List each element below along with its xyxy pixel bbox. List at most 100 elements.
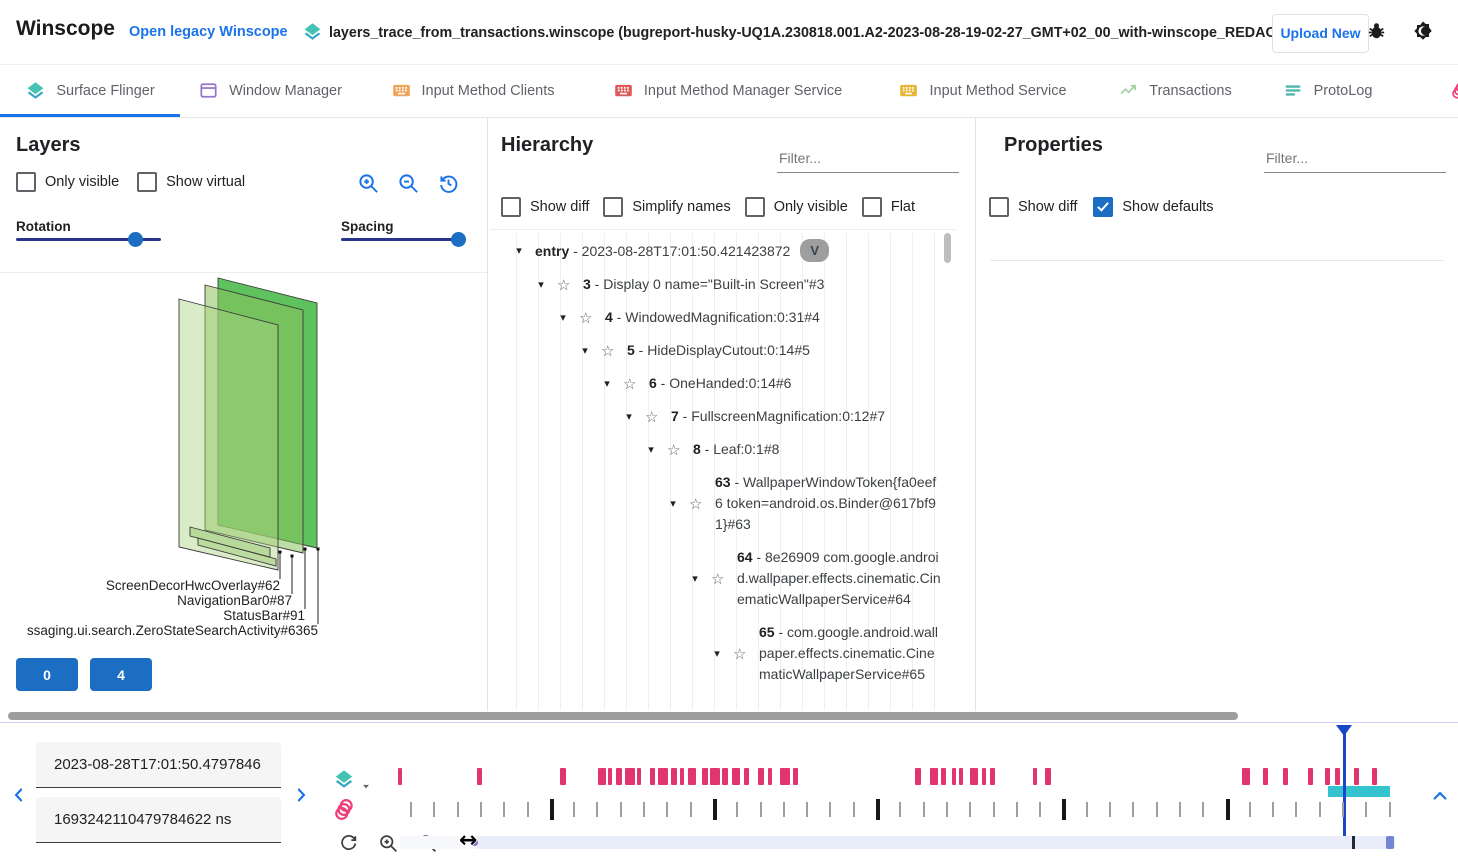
transition-event-mark[interactable]: [1335, 768, 1340, 785]
expand-caret-icon[interactable]: ▾: [538, 278, 544, 291]
history-icon[interactable]: [437, 172, 460, 195]
transaction-event-tick[interactable]: [1365, 802, 1368, 817]
checkbox-simplify-names[interactable]: Simplify names: [603, 197, 731, 217]
tab-input-method-clients[interactable]: Input Method Clients: [360, 64, 585, 117]
transaction-event-tick[interactable]: [759, 802, 762, 817]
transition-event-mark[interactable]: [702, 768, 708, 785]
transaction-event-tick[interactable]: [619, 802, 622, 817]
zoom-in-icon[interactable]: [357, 172, 380, 195]
transition-event-mark[interactable]: [1263, 768, 1268, 785]
transaction-event-tick[interactable]: [992, 802, 995, 817]
tree-node[interactable]: ▾ ☆ 6 - OneHanded:0:14#6: [512, 367, 944, 400]
timeline-range-right-handle[interactable]: [1386, 836, 1394, 849]
tree-node[interactable]: ▾ ☆ 65 - com.google.android.wallpaper.effe…: [512, 616, 944, 691]
horizontal-scrollbar[interactable]: [8, 712, 1238, 720]
transition-event-mark[interactable]: [688, 768, 696, 785]
tree-node[interactable]: ▾ ☆ 63 - WallpaperWindowToken{fa0eef6 toke…: [512, 466, 944, 541]
rotation-slider[interactable]: [16, 238, 161, 241]
transaction-event-tick[interactable]: [643, 802, 645, 817]
timeline-reset-zoom-icon[interactable]: [338, 833, 359, 854]
transaction-event-tick[interactable]: [1388, 802, 1391, 817]
star-icon[interactable]: ☆: [601, 341, 615, 360]
next-entry-button[interactable]: [291, 785, 311, 805]
layer-z-button[interactable]: 0: [16, 658, 78, 691]
timeline-cursor-handle[interactable]: [1336, 725, 1352, 736]
timestamp-ns-input[interactable]: [36, 797, 281, 843]
layers-3d-view[interactable]: [100, 270, 480, 650]
transaction-event-tick[interactable]: [573, 802, 576, 817]
transition-event-mark[interactable]: [941, 768, 946, 785]
checkbox-show-diff[interactable]: Show diff: [501, 197, 589, 217]
checkbox-show-diff[interactable]: Show diff: [989, 197, 1077, 217]
transition-event-mark[interactable]: [625, 768, 635, 785]
star-icon[interactable]: ☆: [711, 569, 725, 588]
checkbox-icon[interactable]: [603, 197, 624, 217]
hierarchy-tree[interactable]: ▾ entry - 2023-08-28T17:01:50.421423872 V ▾…: [512, 233, 944, 710]
upload-new-button[interactable]: Upload New: [1272, 14, 1369, 53]
transaction-event-tick[interactable]: [1202, 802, 1205, 817]
tab-protolog[interactable]: ProtoLog: [1255, 64, 1400, 117]
transaction-event-tick[interactable]: [782, 802, 785, 817]
transition-event-mark[interactable]: [990, 768, 995, 785]
transaction-event-tick[interactable]: [969, 802, 972, 817]
transition-event-mark[interactable]: [477, 768, 482, 785]
transaction-event-tick[interactable]: [1062, 799, 1067, 820]
checkbox-show-defaults[interactable]: Show defaults: [1093, 197, 1213, 217]
checkbox-icon[interactable]: [861, 197, 882, 217]
transaction-event-tick[interactable]: [1109, 802, 1111, 817]
previous-entry-button[interactable]: [9, 785, 29, 805]
transaction-event-tick[interactable]: [1015, 802, 1018, 817]
transaction-event-tick[interactable]: [596, 802, 599, 817]
transition-event-mark[interactable]: [793, 768, 798, 785]
transition-event-mark[interactable]: [616, 768, 622, 785]
transaction-event-tick[interactable]: [1248, 802, 1251, 817]
star-icon[interactable]: ☆: [645, 407, 659, 426]
transition-event-mark[interactable]: [930, 768, 938, 785]
transition-event-mark[interactable]: [1372, 768, 1377, 785]
checkbox-only-visible[interactable]: Only visible: [744, 197, 848, 217]
tab-transactions[interactable]: Transactions: [1095, 64, 1255, 117]
transaction-event-tick[interactable]: [922, 802, 925, 817]
transition-event-mark[interactable]: [650, 768, 655, 785]
timeline-range-selected[interactable]: [477, 836, 1395, 849]
expand-caret-icon[interactable]: ▾: [670, 497, 676, 510]
transaction-event-tick[interactable]: [1039, 802, 1042, 817]
transition-event-mark[interactable]: [970, 768, 978, 785]
expand-caret-icon[interactable]: ▾: [560, 311, 566, 324]
transaction-event-tick[interactable]: [503, 802, 506, 817]
checkbox-only-visible[interactable]: Only visible: [16, 172, 119, 192]
transaction-event-tick[interactable]: [1272, 802, 1275, 817]
spacing-slider[interactable]: [341, 238, 465, 241]
tab-input-method-service[interactable]: Input Method Service: [870, 64, 1095, 117]
checkbox-flat[interactable]: Flat: [861, 197, 915, 217]
expand-caret-icon[interactable]: ▾: [626, 410, 632, 423]
timeline-cursor[interactable]: [1343, 727, 1346, 837]
spacing-slider-thumb[interactable]: [451, 232, 466, 247]
star-icon[interactable]: ☆: [557, 275, 571, 294]
transaction-event-tick[interactable]: [433, 802, 436, 817]
transaction-event-tick[interactable]: [736, 802, 739, 817]
tree-node[interactable]: ▾ ☆ 4 - WindowedMagnification:0:31#4: [512, 301, 944, 334]
transaction-event-tick[interactable]: [526, 802, 529, 817]
transition-event-mark[interactable]: [1283, 768, 1288, 785]
transition-event-mark[interactable]: [744, 768, 749, 785]
open-legacy-link[interactable]: Open legacy Winscope: [129, 24, 288, 40]
expand-caret-icon[interactable]: ▾: [692, 572, 698, 585]
transaction-event-tick[interactable]: [1085, 802, 1088, 817]
transaction-event-tick[interactable]: [945, 802, 948, 817]
transaction-event-tick[interactable]: [1295, 802, 1298, 817]
checkbox-checked-icon[interactable]: [1093, 197, 1114, 217]
dark-mode-icon[interactable]: [1411, 19, 1435, 43]
zoom-out-icon[interactable]: [397, 172, 420, 195]
transaction-event-tick[interactable]: [549, 799, 554, 820]
properties-filter-input[interactable]: [1264, 146, 1446, 173]
transition-event-mark[interactable]: [710, 768, 720, 785]
transaction-event-tick[interactable]: [876, 799, 880, 820]
checkbox-show-virtual[interactable]: Show virtual: [137, 172, 245, 192]
star-icon[interactable]: ☆: [623, 374, 637, 393]
transaction-event-tick[interactable]: [899, 802, 902, 817]
checkbox-icon[interactable]: [16, 172, 36, 192]
transition-event-mark[interactable]: [780, 768, 790, 785]
transition-event-mark[interactable]: [915, 768, 921, 785]
transaction-event-tick[interactable]: [1225, 799, 1230, 820]
